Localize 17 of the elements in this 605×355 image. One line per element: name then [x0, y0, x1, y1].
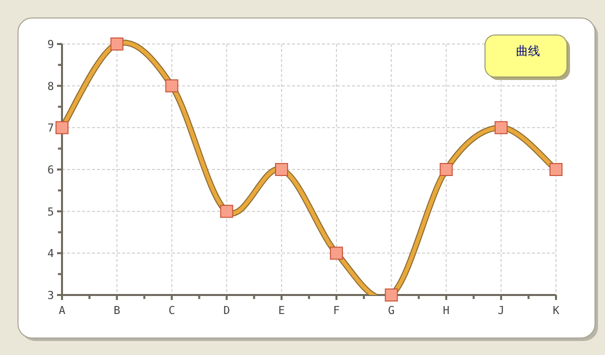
- x-tick-label: K: [552, 304, 560, 317]
- x-tick-label: D: [223, 304, 230, 317]
- x-tick-label: F: [333, 304, 340, 317]
- y-tick-label: 8: [47, 80, 54, 93]
- x-tick-label: J: [498, 304, 504, 317]
- x-tick-label: C: [168, 304, 176, 317]
- x-tick-label: B: [114, 304, 121, 317]
- x-tick-label: G: [388, 304, 395, 317]
- y-tick-label: 4: [47, 247, 54, 260]
- y-tick-label: 5: [47, 205, 54, 218]
- y-tick-label: 3: [47, 289, 54, 302]
- x-tick-label: A: [58, 304, 66, 317]
- y-tick-label: 7: [47, 122, 54, 135]
- x-tick-label: H: [442, 304, 450, 317]
- x-tick-label: E: [278, 304, 285, 317]
- y-tick-label: 9: [47, 38, 54, 51]
- y-tick-label: 6: [47, 164, 54, 176]
